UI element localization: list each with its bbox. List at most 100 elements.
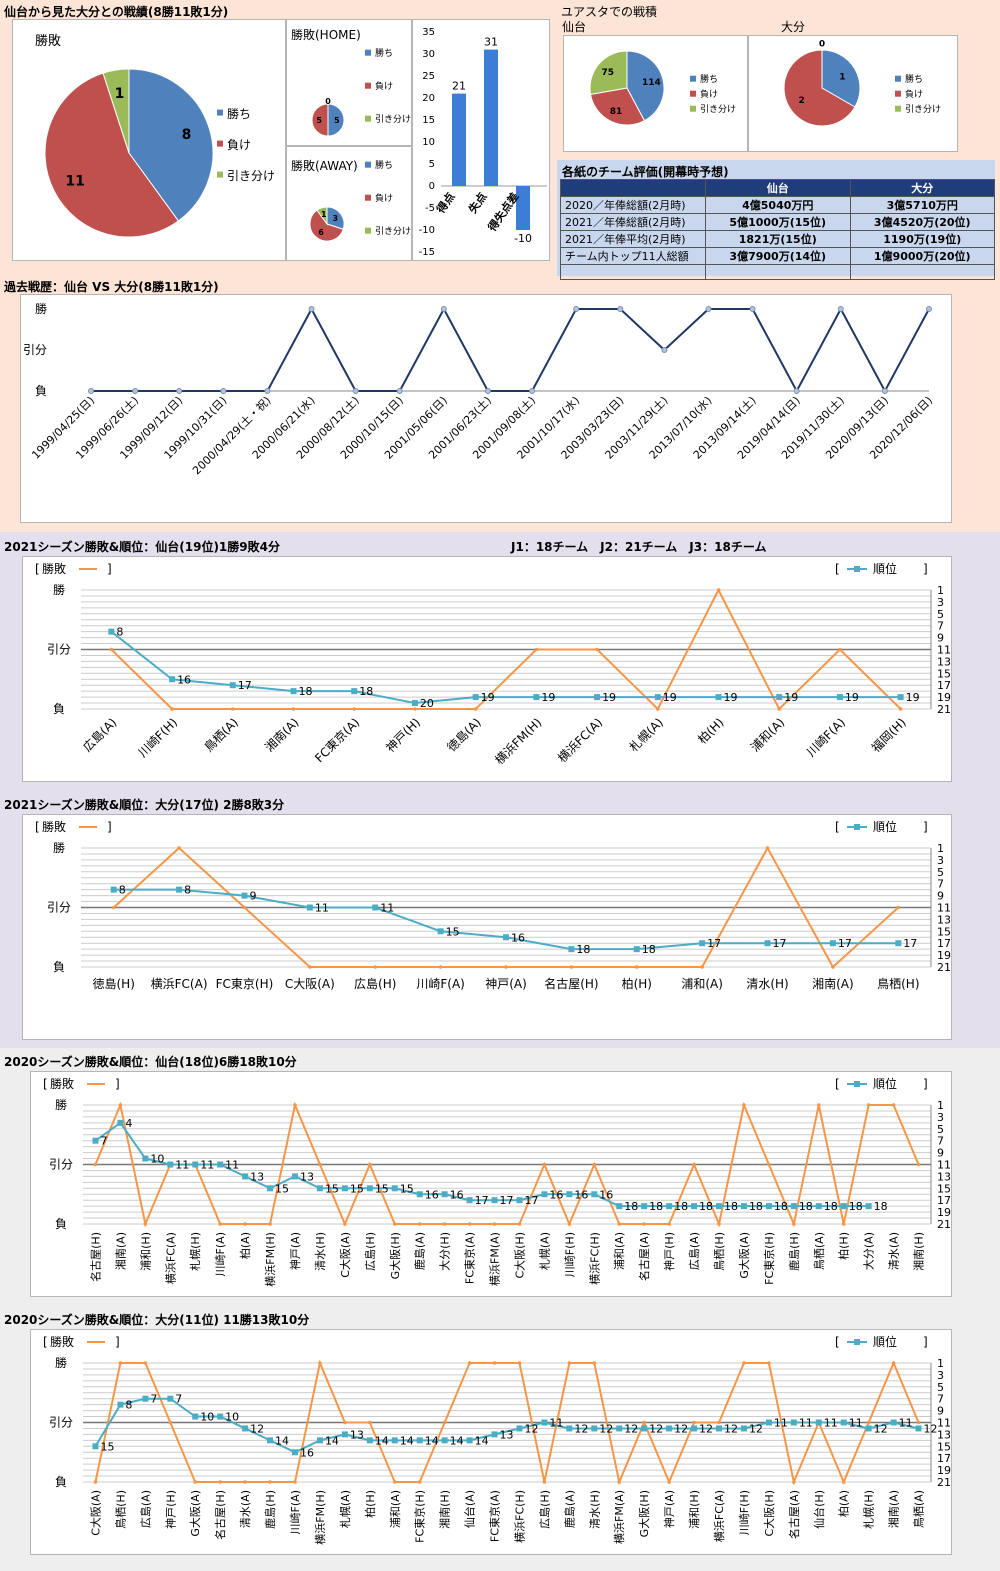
score-bar-box: 35 30 25 20 15 10 5 0 -5 -10 -15 21 得点 31 失点 -10 得失点差 xyxy=(412,19,550,261)
rank-data-label: 18 xyxy=(749,1200,763,1213)
league-note: J1：18チーム J2：21チーム J3：18チーム xyxy=(511,540,767,554)
result-point xyxy=(841,1222,846,1226)
result-point xyxy=(368,1162,372,1167)
rank-point xyxy=(915,1425,922,1432)
rank-tick-label: 7 xyxy=(937,1393,944,1406)
category-label: 神戸(H) xyxy=(662,1232,676,1271)
season-title-2: 2020シーズン勝敗&順位：仙台(18位)6勝18敗10分 xyxy=(4,1055,297,1069)
rank-point xyxy=(466,1437,473,1444)
result-point xyxy=(193,1480,198,1484)
category-label: 広島(H) xyxy=(354,976,396,991)
legend-swatch xyxy=(217,140,223,147)
category-label: 川崎F(H) xyxy=(135,715,180,760)
rank-tick-label: 1 xyxy=(937,1099,944,1112)
category-label: 広島(H) xyxy=(363,1232,377,1271)
result-point xyxy=(841,1480,846,1484)
legend-right-marker xyxy=(854,824,860,830)
rank-tick-label: 15 xyxy=(937,1182,951,1195)
category-label: 神戸(H) xyxy=(383,715,423,755)
rank-data-label: 15 xyxy=(400,1182,414,1195)
legend-label: 負け xyxy=(375,192,393,204)
rank-point xyxy=(142,1155,149,1162)
category-label: 広島(A) xyxy=(79,715,119,755)
rank-data-label: 19 xyxy=(602,691,616,704)
result-point xyxy=(767,1361,771,1365)
rank-tick-label: 9 xyxy=(937,1147,944,1160)
top-title: 仙台から見た大分との戦績(8勝11敗1分) xyxy=(4,5,229,19)
season-title-1: 2021シーズン勝敗&順位：大分(17位) 2勝8敗3分 xyxy=(4,798,285,812)
result-y-label: 勝 xyxy=(53,582,65,597)
legend-right-open: [ xyxy=(835,1335,840,1349)
legend-left-open: [ xyxy=(35,562,40,576)
result-y-label: 勝 xyxy=(55,1097,67,1112)
bar-tick-label: 15 xyxy=(422,115,435,126)
result-point xyxy=(442,1222,447,1226)
history-x-label: 2000/04/29(土・祝) xyxy=(189,393,273,477)
rank-data-label: 16 xyxy=(511,931,525,944)
result-point xyxy=(392,1222,397,1226)
rank-data-label: 16 xyxy=(425,1188,439,1201)
rank-tick-label: 7 xyxy=(937,1135,944,1148)
rank-point xyxy=(503,934,509,941)
result-point xyxy=(896,905,901,910)
rank-point xyxy=(167,1395,174,1402)
category-label: 浦和(H) xyxy=(139,1232,152,1271)
rank-data-label: 18 xyxy=(874,1200,888,1213)
category-label: 鳥栖(H) xyxy=(877,976,919,991)
result-point xyxy=(177,846,181,850)
category-label: 川崎F(A) xyxy=(416,977,464,991)
rank-data-label: 13 xyxy=(300,1170,314,1183)
eval-oita-value: 3億5710万円 xyxy=(849,196,995,214)
evaluation-row: 2020／年俸総額(2月時) 4億5040万円 3億5710万円 xyxy=(560,196,995,214)
category-label: 柏(H) xyxy=(363,1490,377,1518)
rank-data-label: 14 xyxy=(475,1434,489,1447)
rank-tick-label: 9 xyxy=(937,632,944,645)
category-label: 横浜FC(A) xyxy=(712,1490,726,1542)
yuasuta-sendai-title: 仙台 xyxy=(562,20,587,34)
result-point xyxy=(343,1420,347,1425)
category-label: FC東京(A) xyxy=(463,1232,477,1284)
category-label: 浦和(A) xyxy=(748,715,787,754)
category-label: 川崎F(A) xyxy=(213,1232,227,1276)
pie-slice xyxy=(102,68,130,154)
season-box-0: [勝敗][順位] 勝引分負 1 3 5 7 9 11 13 15 17 19 21 8 16 17 18 18 20… xyxy=(22,556,952,782)
result-point xyxy=(592,1162,597,1167)
rank-tick-label: 21 xyxy=(937,961,951,974)
rank-data-label: 12 xyxy=(599,1422,613,1435)
category-label: 横浜FC(A) xyxy=(555,715,605,765)
rank-tick-label: 15 xyxy=(937,925,951,938)
rank-tick-label: 21 xyxy=(937,1476,951,1489)
rank-data-label: 18 xyxy=(849,1200,863,1213)
result-point xyxy=(765,846,770,850)
category-label: G大阪(H) xyxy=(637,1490,651,1537)
result-point xyxy=(268,1480,272,1484)
result-point xyxy=(569,965,574,969)
legend-right-close: ] xyxy=(923,562,928,576)
result-point xyxy=(352,707,357,711)
category-label: 名古屋(H) xyxy=(544,976,598,991)
category-label: 名古屋(H) xyxy=(88,1232,102,1282)
season-box-3: [勝敗][順位] 勝引分負 1 3 5 7 9 11 13 15 17 19 21 15 8 7 7 10 10 12… xyxy=(30,1329,952,1555)
legend-label: 負け xyxy=(227,138,251,152)
rank-point xyxy=(566,1425,573,1432)
rank-data-label: 17 xyxy=(524,1194,538,1207)
category-label: 広島(A) xyxy=(138,1490,152,1528)
bar-category-label: 得点 xyxy=(433,190,458,217)
rank-tick-label: 21 xyxy=(937,703,951,716)
rank-point xyxy=(192,1413,199,1420)
pie-slice xyxy=(316,206,328,226)
result-point xyxy=(642,1420,646,1425)
rank-point xyxy=(267,1437,274,1444)
pie-data-label: 81 xyxy=(610,107,623,117)
category-label: C大阪(A) xyxy=(338,1232,352,1278)
result-y-label: 勝 xyxy=(53,840,65,855)
rank-tick-label: 13 xyxy=(937,913,951,926)
category-label: 神戸(A) xyxy=(288,1232,302,1270)
result-point xyxy=(742,1103,746,1107)
category-label: 札幌(H) xyxy=(188,1232,202,1271)
rank-tick-label: 17 xyxy=(937,1194,951,1207)
rank-data-label: 18 xyxy=(699,1200,713,1213)
legend-label: 勝ち xyxy=(700,73,718,85)
